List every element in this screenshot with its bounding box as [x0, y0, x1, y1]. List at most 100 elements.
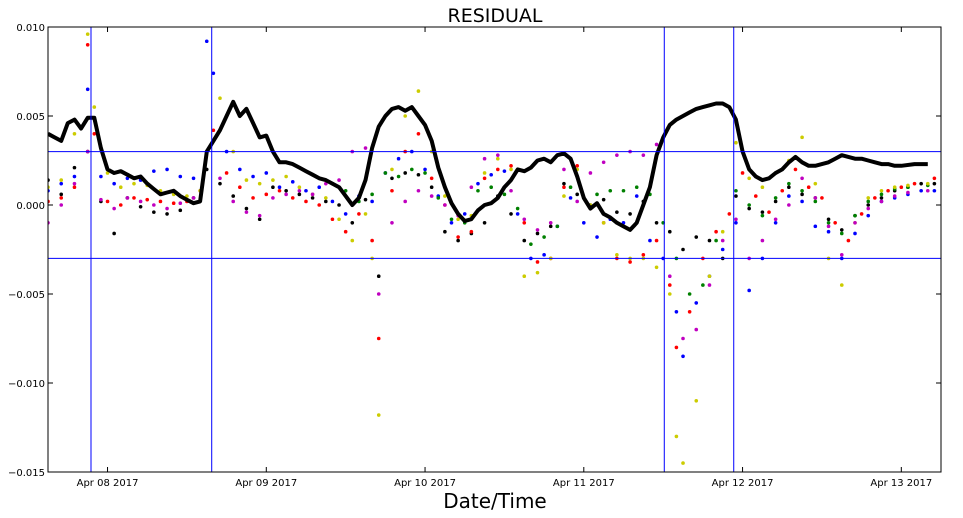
data-point: [826, 229, 831, 234]
data-point: [773, 196, 778, 200]
data-point: [515, 206, 520, 211]
data-point: [59, 192, 64, 197]
data-point: [92, 105, 97, 109]
data-point: [667, 229, 672, 234]
data-point: [932, 188, 937, 193]
data-point: [191, 196, 196, 200]
data-point: [800, 188, 804, 193]
data-point: [138, 199, 143, 204]
data-point: [443, 194, 447, 198]
data-point: [304, 199, 308, 204]
data-point: [496, 153, 500, 157]
data-point: [436, 196, 441, 200]
data-point: [257, 217, 262, 222]
data-point: [469, 185, 474, 189]
data-point: [628, 260, 632, 264]
data-point: [879, 192, 884, 197]
data-point: [866, 196, 871, 200]
data-point: [879, 188, 884, 193]
data-point: [813, 224, 818, 229]
data-point: [734, 194, 738, 198]
data-point: [238, 167, 242, 172]
data-point: [753, 194, 758, 198]
data-point: [482, 176, 487, 181]
data-point: [628, 212, 632, 216]
data-point: [330, 199, 335, 204]
data-point: [231, 194, 236, 198]
data-point: [892, 185, 897, 189]
data-point: [681, 461, 685, 465]
data-point: [125, 196, 130, 200]
data-point: [826, 221, 831, 225]
data-point: [350, 221, 355, 225]
data-point: [542, 253, 546, 257]
data-point: [456, 238, 460, 243]
data-point: [489, 185, 493, 189]
chart-title: RESIDUAL: [448, 5, 543, 27]
data-point: [681, 247, 685, 252]
data-point: [383, 171, 388, 175]
data-point: [456, 235, 460, 239]
data-point: [429, 176, 434, 181]
data-point: [244, 206, 249, 211]
data-point: [277, 188, 282, 193]
data-point: [343, 212, 348, 216]
data-point: [403, 199, 408, 204]
data-point: [694, 301, 699, 305]
data-point: [502, 192, 507, 197]
data-point: [264, 192, 269, 197]
data-point: [112, 231, 116, 236]
data-point: [251, 174, 255, 179]
data-point: [562, 181, 566, 186]
data-point: [496, 156, 500, 161]
data-point: [284, 188, 288, 193]
data-point: [502, 169, 507, 173]
data-point: [575, 199, 579, 204]
data-point: [277, 185, 282, 189]
data-point: [509, 164, 513, 168]
data-point: [118, 185, 123, 189]
data-point: [443, 229, 447, 234]
data-point: [370, 199, 374, 204]
data-point: [522, 217, 527, 222]
data-point: [793, 167, 798, 172]
data-point: [734, 188, 738, 193]
data-point: [297, 185, 302, 189]
data-point: [337, 203, 341, 207]
x-axis-label: Date/Time: [443, 489, 547, 513]
data-point: [476, 181, 480, 186]
data-point: [853, 221, 857, 225]
data-point: [555, 224, 560, 229]
data-point: [694, 327, 699, 332]
data-point: [873, 196, 877, 200]
data-point: [853, 231, 857, 236]
data-point: [654, 142, 659, 147]
data-point: [674, 345, 679, 350]
data-point: [257, 181, 262, 186]
data-point: [310, 196, 315, 200]
data-point: [601, 160, 606, 165]
data-point: [284, 192, 288, 197]
data-point: [747, 176, 751, 181]
data-point: [800, 176, 804, 181]
data-point: [376, 292, 381, 296]
data-point: [674, 310, 679, 314]
data-point: [522, 274, 527, 279]
data-point: [304, 188, 308, 193]
data-point: [667, 292, 672, 296]
data-point: [760, 185, 765, 189]
data-point: [654, 221, 659, 225]
y-tick-label: −0.010: [8, 379, 45, 390]
data-point: [310, 192, 315, 197]
data-point: [138, 204, 143, 209]
data-point: [515, 212, 520, 216]
data-point: [152, 210, 156, 214]
data-point: [615, 210, 619, 214]
data-point: [773, 217, 778, 222]
data-point: [271, 196, 275, 200]
data-point: [376, 413, 381, 417]
data-point: [800, 199, 804, 204]
data-point: [562, 167, 566, 172]
data-point: [290, 196, 295, 200]
